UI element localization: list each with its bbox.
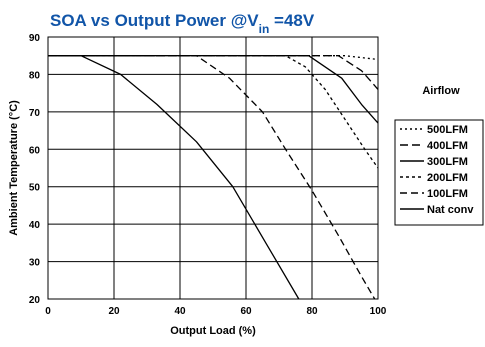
y-tick-label: 30: [29, 258, 41, 269]
plot-area: [48, 37, 378, 299]
y-axis-label: Ambient Temperature (°C): [8, 100, 20, 236]
x-tick-label: 0: [45, 306, 51, 317]
legend-title: Airflow: [422, 85, 460, 97]
x-tick-label: 60: [240, 306, 252, 317]
legend-entry: 100LFM: [427, 188, 468, 200]
series-line: [48, 55, 379, 61]
legend: 500LFM 400LFM 300LFM 200LFM 100LFM Nat conv: [394, 119, 484, 226]
series-line: [48, 55, 379, 169]
y-tick-label: 60: [29, 145, 41, 156]
y-tick-label: 20: [29, 295, 41, 306]
x-tick-label: 40: [174, 306, 186, 317]
y-tick-label: 40: [29, 220, 41, 231]
grid: [48, 37, 378, 299]
legend-entry: 500LFM: [427, 124, 468, 136]
legend-box: [394, 119, 484, 226]
series-line: [48, 55, 300, 300]
x-tick-label: 80: [306, 306, 318, 317]
chart-title-subscript: in: [259, 22, 270, 36]
x-axis-label: Output Load (%): [170, 325, 256, 337]
chart-title-tail: =48V: [269, 11, 315, 30]
y-tick-label: 80: [29, 70, 41, 81]
chart-title: SOA vs Output Power @Vin =48V: [50, 11, 315, 36]
y-tick-label: 90: [29, 33, 41, 44]
series-line: [48, 55, 379, 124]
x-tick-label: 20: [108, 306, 120, 317]
chart-title-main: SOA vs Output Power @V: [50, 11, 259, 30]
tick-labels: 0 20 40 60 80 100 20 30 40 50 60 70 80 90: [29, 33, 387, 317]
series-group: [48, 55, 379, 300]
legend-entry: 300LFM: [427, 156, 468, 168]
y-tick-label: 70: [29, 108, 41, 119]
legend-entry: Nat conv: [427, 204, 474, 216]
x-tick-label: 100: [370, 306, 387, 317]
y-tick-label: 50: [29, 183, 41, 194]
legend-entry: 200LFM: [427, 172, 468, 184]
legend-entry: 400LFM: [427, 140, 468, 152]
series-line: [48, 55, 376, 300]
